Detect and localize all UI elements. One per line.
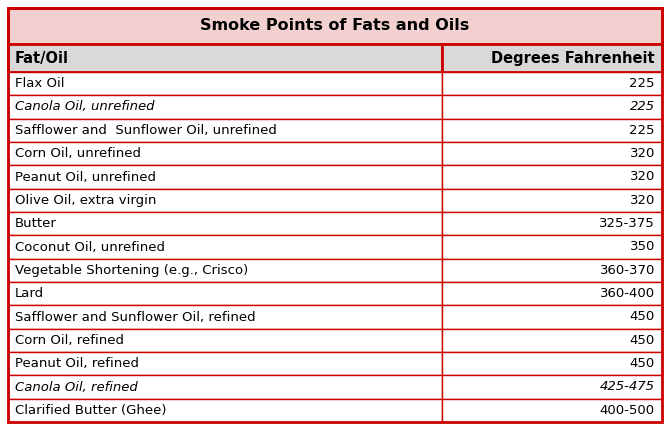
Text: 225: 225 [630, 77, 655, 90]
Text: Corn Oil, refined: Corn Oil, refined [15, 334, 124, 347]
Bar [442, 212, 662, 235]
Bar [8, 119, 442, 142]
Text: 450: 450 [630, 357, 655, 370]
Bar [442, 44, 662, 72]
Bar [442, 189, 662, 212]
Text: Degrees Fahrenheit: Degrees Fahrenheit [491, 50, 655, 65]
Bar [442, 375, 662, 399]
Bar [442, 165, 662, 189]
Bar [442, 352, 662, 375]
Text: Safflower and Sunflower Oil, refined: Safflower and Sunflower Oil, refined [15, 310, 256, 323]
Text: Fat/Oil: Fat/Oil [15, 50, 69, 65]
Bar [8, 8, 662, 44]
Bar [8, 282, 442, 305]
Bar [8, 352, 442, 375]
Text: Peanut Oil, unrefined: Peanut Oil, unrefined [15, 171, 156, 184]
Text: 450: 450 [630, 334, 655, 347]
Text: 320: 320 [630, 194, 655, 207]
Bar [8, 259, 442, 282]
Bar [442, 399, 662, 422]
Bar [8, 399, 442, 422]
Text: 225: 225 [630, 101, 655, 114]
Bar [8, 235, 442, 259]
Text: Flax Oil: Flax Oil [15, 77, 64, 90]
Text: Coconut Oil, unrefined: Coconut Oil, unrefined [15, 240, 165, 254]
Text: 425-475: 425-475 [600, 381, 655, 393]
Bar [442, 119, 662, 142]
Text: 320: 320 [630, 171, 655, 184]
Bar [8, 329, 442, 352]
Text: Smoke Points of Fats and Oils: Smoke Points of Fats and Oils [200, 18, 470, 34]
Text: Peanut Oil, refined: Peanut Oil, refined [15, 357, 139, 370]
Text: Canola Oil, unrefined: Canola Oil, unrefined [15, 101, 155, 114]
Bar [442, 305, 662, 329]
Bar [8, 72, 442, 95]
Text: Lard: Lard [15, 287, 44, 300]
Bar [8, 44, 442, 72]
Text: Canola Oil, refined: Canola Oil, refined [15, 381, 138, 393]
Text: 400-500: 400-500 [600, 404, 655, 417]
Bar [8, 165, 442, 189]
Text: Safflower and  Sunflower Oil, unrefined: Safflower and Sunflower Oil, unrefined [15, 124, 277, 137]
Text: Clarified Butter (Ghee): Clarified Butter (Ghee) [15, 404, 167, 417]
Text: 320: 320 [630, 147, 655, 160]
Bar [8, 189, 442, 212]
Text: 450: 450 [630, 310, 655, 323]
Text: Corn Oil, unrefined: Corn Oil, unrefined [15, 147, 141, 160]
Bar [442, 235, 662, 259]
Text: 225: 225 [630, 124, 655, 137]
Bar [442, 142, 662, 165]
Text: Butter: Butter [15, 217, 57, 230]
Bar [442, 72, 662, 95]
Text: Olive Oil, extra virgin: Olive Oil, extra virgin [15, 194, 156, 207]
Text: Vegetable Shortening (e.g., Crisco): Vegetable Shortening (e.g., Crisco) [15, 264, 249, 277]
Bar [442, 259, 662, 282]
Bar [8, 95, 442, 119]
Bar [8, 212, 442, 235]
Bar [442, 282, 662, 305]
Bar [442, 95, 662, 119]
Text: 360-400: 360-400 [600, 287, 655, 300]
Text: 350: 350 [630, 240, 655, 254]
Text: 360-370: 360-370 [600, 264, 655, 277]
Bar [442, 329, 662, 352]
Bar [8, 305, 442, 329]
Text: 325-375: 325-375 [599, 217, 655, 230]
Bar [8, 375, 442, 399]
Bar [8, 142, 442, 165]
